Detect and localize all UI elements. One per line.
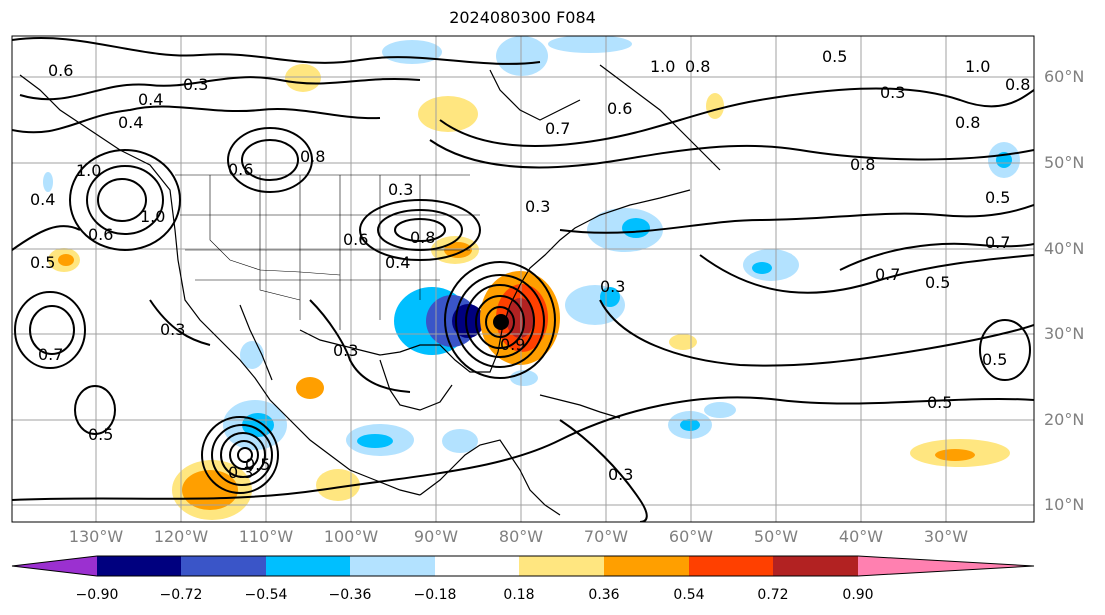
lat-label: 20°N [1044,410,1085,429]
colorbar-segment [97,556,181,576]
contour-label: 0.4 [30,190,55,209]
lon-label: 40°W [838,527,884,546]
colorbar-tick-label: 0.18 [503,587,535,603]
colorbar-tick-label: 0.54 [673,587,705,603]
contour-label: 0.5 [822,47,847,66]
contour-label: 0.3 [525,197,550,216]
contour-label: 1.0 [650,57,675,76]
colorbar-segment [266,556,350,576]
contour-label: 0.5 [982,350,1007,369]
colorbar-segment [858,556,1034,576]
contour-label: 0.4 [138,90,163,109]
lon-label: 70°W [583,527,629,546]
contour-label: 0.6 [48,61,73,80]
contour-label: 0.8 [300,147,325,166]
contour-label: 0.8 [955,113,980,132]
contour-label: 0.3 [183,75,208,94]
contour-label: 0.3 [228,463,253,482]
contour-label: 0.7 [38,345,63,364]
contour-label: 0.8 [850,155,875,174]
contour-label: 1.0 [76,161,101,180]
contour-label: 0.5 [245,455,270,474]
lat-label: 50°N [1044,153,1085,172]
colorbar-segment [519,556,604,576]
contour-label: 1.0 [965,57,990,76]
colorbar-segment [689,556,773,576]
contour-label: 0.6 [228,160,253,179]
contour-label: 0.7 [545,119,570,138]
map-frame [11,35,1035,523]
lat-label: 40°N [1044,239,1085,258]
colorbar [11,555,1035,577]
colorbar-segment [181,556,266,576]
lat-label: 30°N [1044,324,1085,343]
colorbar-tick-label: 0.36 [588,587,620,603]
lat-label: 60°N [1044,67,1085,86]
contour-label: 0.5 [927,393,952,412]
lon-label: 130°W [68,527,124,546]
contour-label: 0.3 [333,341,358,360]
contour-label: 0.5 [88,425,113,444]
lon-label: 100°W [323,527,379,546]
contour-label: 0.9 [500,335,525,354]
contour-lines [12,36,1034,522]
colorbar-segment [604,556,689,576]
contour-label: 0.5 [925,273,950,292]
contour-label: 0.3 [388,180,413,199]
colorbar-segment [12,556,97,576]
colorbar-tick-label: −0.54 [244,587,288,603]
lon-label: 120°W [153,527,209,546]
contour-label: 0.8 [410,228,435,247]
contour-label: 0.4 [385,253,410,272]
contour-label: 0.8 [1005,75,1030,94]
contour-label: 0.3 [600,277,625,296]
contour-label: 0.3 [608,465,633,484]
contour-label: 0.5 [30,253,55,272]
colorbar-tick-label: 0.72 [757,587,789,603]
lat-label: 10°N [1044,495,1085,514]
lon-label: 110°W [238,527,294,546]
storm-center-marker [493,314,509,330]
lon-label: 80°W [498,527,544,546]
contour-label: 1.0 [140,207,165,226]
contour-label: 0.5 [985,188,1010,207]
contour-label: 0.7 [875,265,900,284]
contour-label: 0.3 [880,83,905,102]
contour-label: 0.7 [985,233,1010,252]
contour-label: 0.6 [343,230,368,249]
contour-label-group: 0.6 0.3 0.4 0.4 1.0 1.0 0.6 0.4 0.5 0.6 … [30,47,1030,484]
contour-label: 0.8 [685,57,710,76]
lon-label: 30°W [923,527,969,546]
coastlines [19,64,721,516]
contour-label: 0.3 [160,320,185,339]
colorbar-tick-label: 0.90 [842,587,874,603]
lon-label: 50°W [753,527,799,546]
colorbar-tick-label: −0.18 [413,587,457,603]
colorbar-segment [435,556,519,576]
lon-label: 90°W [413,527,459,546]
colorbar-segment [773,556,858,576]
colorbar-tick-label: −0.72 [159,587,203,603]
colorbar-tick-label: −0.90 [75,587,119,603]
contour-label: 0.4 [118,113,143,132]
map-title: 2024080300 F084 [449,8,596,27]
colorbar-tick-label: −0.36 [328,587,372,603]
contour-label: 0.6 [88,225,113,244]
contour-label: 0.6 [607,99,632,118]
colorbar-segment [350,556,435,576]
lon-label: 60°W [668,527,714,546]
